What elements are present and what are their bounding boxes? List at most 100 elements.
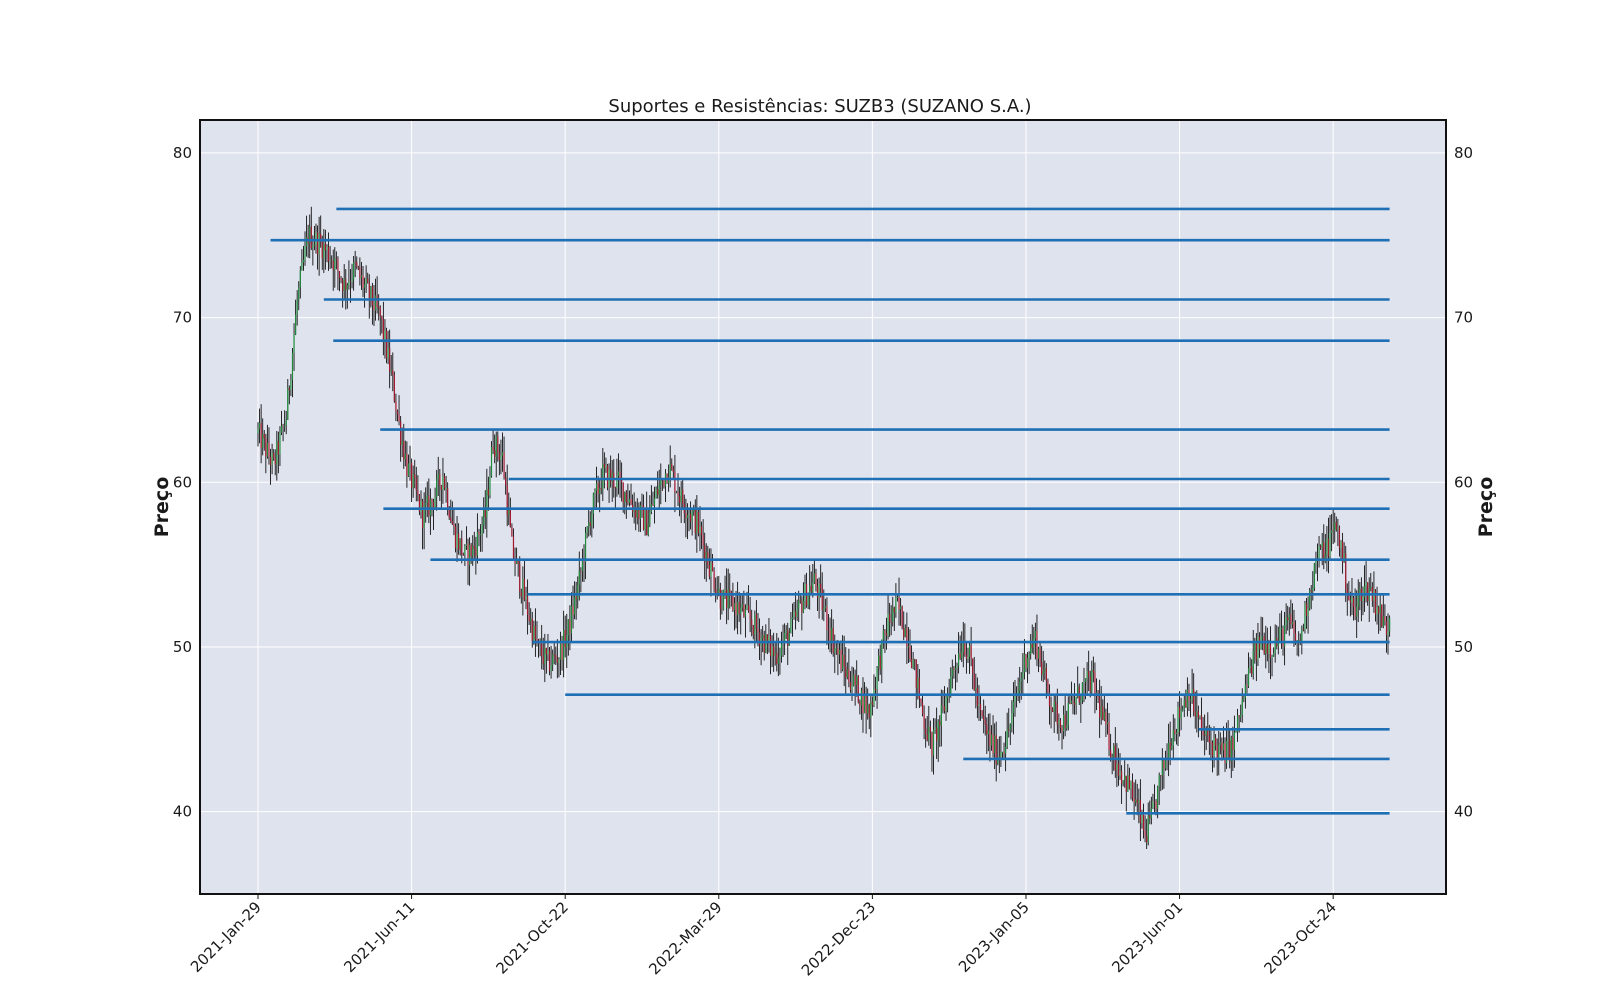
candle [302, 245, 305, 271]
candle [479, 524, 482, 552]
candle [415, 466, 417, 502]
candle [998, 736, 1000, 774]
candle [846, 662, 848, 680]
candle [893, 606, 895, 632]
candle [1191, 668, 1193, 704]
candle [570, 592, 573, 641]
candle [1015, 686, 1018, 708]
candle [763, 630, 765, 661]
candle [740, 595, 742, 635]
candle [873, 674, 875, 708]
candle [263, 430, 265, 451]
candle [577, 576, 579, 609]
candle [475, 536, 477, 575]
candle [867, 688, 869, 720]
candle [1227, 720, 1229, 759]
candle [868, 703, 870, 730]
candle [1247, 652, 1250, 689]
candle [367, 272, 369, 284]
candle [964, 623, 966, 657]
candle [1130, 780, 1132, 800]
candle [815, 568, 817, 592]
candle [1189, 693, 1192, 718]
candle [501, 432, 504, 472]
candle [1348, 581, 1350, 601]
candle [342, 277, 344, 308]
candle [981, 710, 983, 719]
candle [553, 641, 555, 665]
candle [1105, 708, 1107, 738]
candle [547, 633, 549, 662]
candle [1067, 696, 1069, 731]
candle [1120, 765, 1123, 804]
candle [526, 579, 529, 635]
candle [583, 544, 585, 582]
candle [1117, 748, 1120, 786]
candle [395, 393, 397, 422]
candle [378, 294, 380, 321]
candle [1387, 613, 1389, 655]
candle [572, 585, 574, 629]
candle [920, 698, 922, 707]
candle [899, 598, 902, 626]
candle [429, 488, 432, 535]
candle [1150, 796, 1152, 825]
candle [489, 466, 491, 499]
candle [459, 538, 461, 556]
candle [968, 641, 971, 674]
candle [588, 509, 590, 537]
candle [271, 443, 273, 475]
y-tick-label-right: 80 [1454, 144, 1473, 162]
candle [679, 486, 681, 517]
plot-frame [199, 119, 1447, 895]
candle [1213, 726, 1215, 768]
candle [1166, 743, 1168, 771]
candle [1075, 696, 1077, 715]
candle [1379, 595, 1381, 631]
candle [389, 329, 391, 389]
candle [710, 548, 712, 597]
candle [1102, 699, 1104, 721]
candle [1196, 690, 1198, 733]
candle [852, 667, 855, 687]
candle [563, 610, 565, 678]
candle [1194, 691, 1196, 729]
candle [279, 426, 281, 467]
candle [752, 624, 754, 640]
candle [610, 455, 612, 488]
candle [284, 410, 286, 432]
candle [751, 609, 753, 637]
candle [407, 454, 410, 477]
candle [305, 215, 308, 257]
candle [1058, 713, 1060, 741]
candle [923, 705, 925, 740]
candle [381, 315, 383, 334]
candle [453, 509, 455, 536]
candle [1089, 670, 1091, 698]
candle [287, 379, 289, 421]
candle [829, 617, 831, 653]
candle [675, 490, 678, 494]
candle [412, 465, 414, 498]
candle [1008, 708, 1010, 738]
candle [1142, 803, 1145, 839]
candle [674, 454, 676, 513]
candle [608, 463, 610, 503]
candle [1180, 697, 1182, 731]
candle [1031, 624, 1033, 654]
candle [426, 481, 428, 518]
candle [594, 488, 596, 508]
candle [1050, 696, 1052, 729]
candle [324, 229, 326, 270]
candle [1341, 532, 1344, 574]
candle [1260, 616, 1262, 650]
candle [327, 232, 330, 271]
candle [534, 608, 537, 657]
candle [298, 281, 300, 311]
candle [550, 645, 552, 679]
candle [1351, 577, 1353, 616]
candle [669, 445, 671, 488]
candle [1160, 775, 1162, 792]
candle [498, 444, 500, 476]
candle [962, 621, 964, 668]
